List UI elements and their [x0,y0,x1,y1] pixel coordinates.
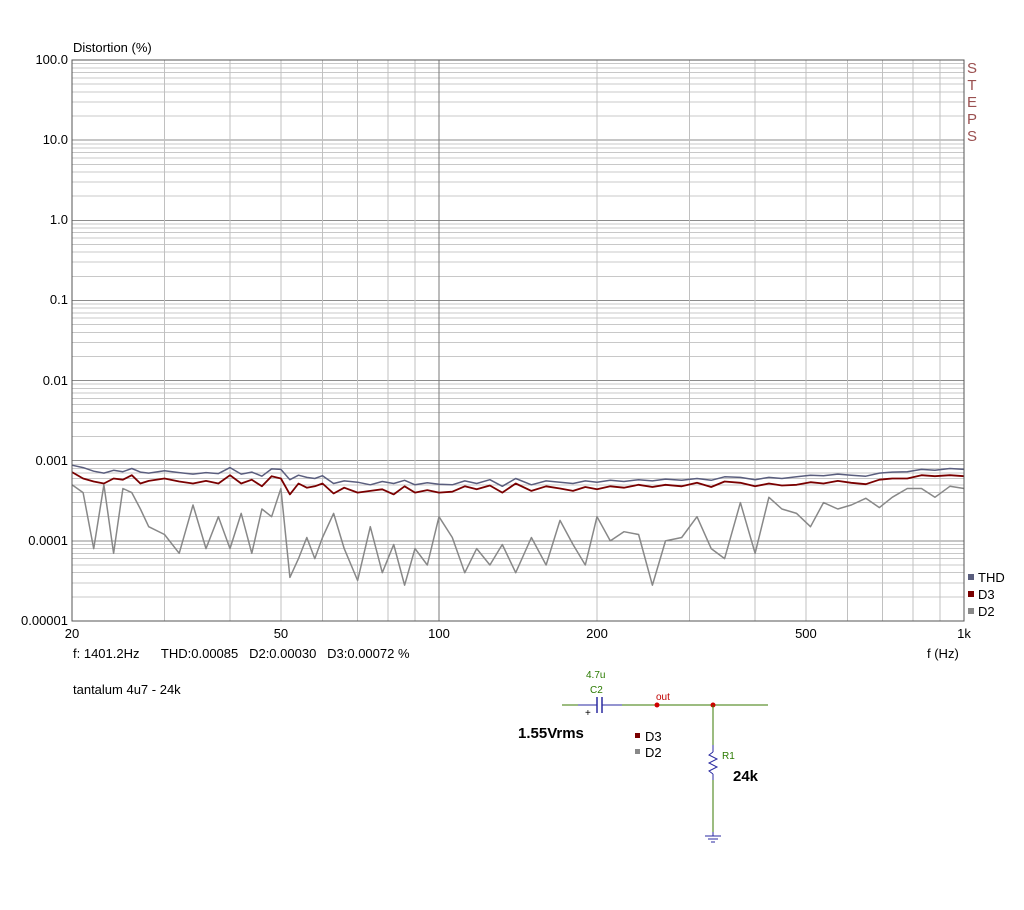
y-tick-label: 10.0 [42,132,68,148]
cap-plus-label: + [585,708,591,719]
y-tick-label: 0.001 [35,452,68,468]
legend-item-d3: D3 [968,588,995,602]
circuit-legend-d3: D3 [645,729,662,744]
legend-swatch [968,591,974,597]
cap-value-label: 4.7u [586,670,606,681]
y-axis-title: Distortion (%) [73,40,152,55]
legend-label: D2 [978,604,995,619]
cursor-readout: f: 1401.2Hz THD:0.00085 D2:0.00030 D3:0.… [73,646,410,661]
series-line-thd [71,464,965,488]
plot-area [72,60,964,621]
y-tick-label: 0.00001 [21,613,68,628]
resistor-name-label: R1 [722,751,735,762]
x-tick-label: 20 [64,626,80,641]
cap-name-label: C2 [590,685,603,696]
plot-frame [71,59,965,622]
resistor-value-label: 24k [733,768,759,785]
y-tick-label: 0.0001 [28,532,68,548]
watermark-letter: P [966,111,977,128]
watermark-letter: E [966,94,977,111]
caption: tantalum 4u7 - 24k [73,682,181,697]
legend-label: THD [978,570,1005,585]
x-axis-title: f (Hz) [927,646,959,661]
x-tick-label: 50 [273,626,289,641]
legend-label: D3 [978,587,995,602]
y-tick-label: 100.0 [35,52,68,67]
legend-swatch [968,574,974,580]
x-tick-label: 1k [957,626,971,641]
legend-swatch [968,608,974,614]
y-tick-label: 0.1 [49,292,68,308]
y-tick-label: 1.0 [49,212,68,228]
steps-watermark: S T E P S [964,60,980,145]
circuit-legend-d2: D2 [645,745,662,760]
watermark-letter: S [966,60,977,77]
x-tick-label: 100 [428,626,450,641]
series-line-d3 [71,471,965,496]
legend-item-d2: D2 [968,605,995,619]
y-tick-label: 0.01 [42,372,68,388]
x-tick-label: 200 [586,626,608,641]
series-line-d2 [71,484,965,586]
watermark-letter: S [966,128,977,145]
source-voltage-label: 1.55Vrms [518,725,584,742]
node-out-label: out [656,692,670,703]
watermark-letter: T [967,77,977,94]
x-tick-label: 500 [795,626,817,641]
legend-item-thd: THD [968,571,1005,585]
